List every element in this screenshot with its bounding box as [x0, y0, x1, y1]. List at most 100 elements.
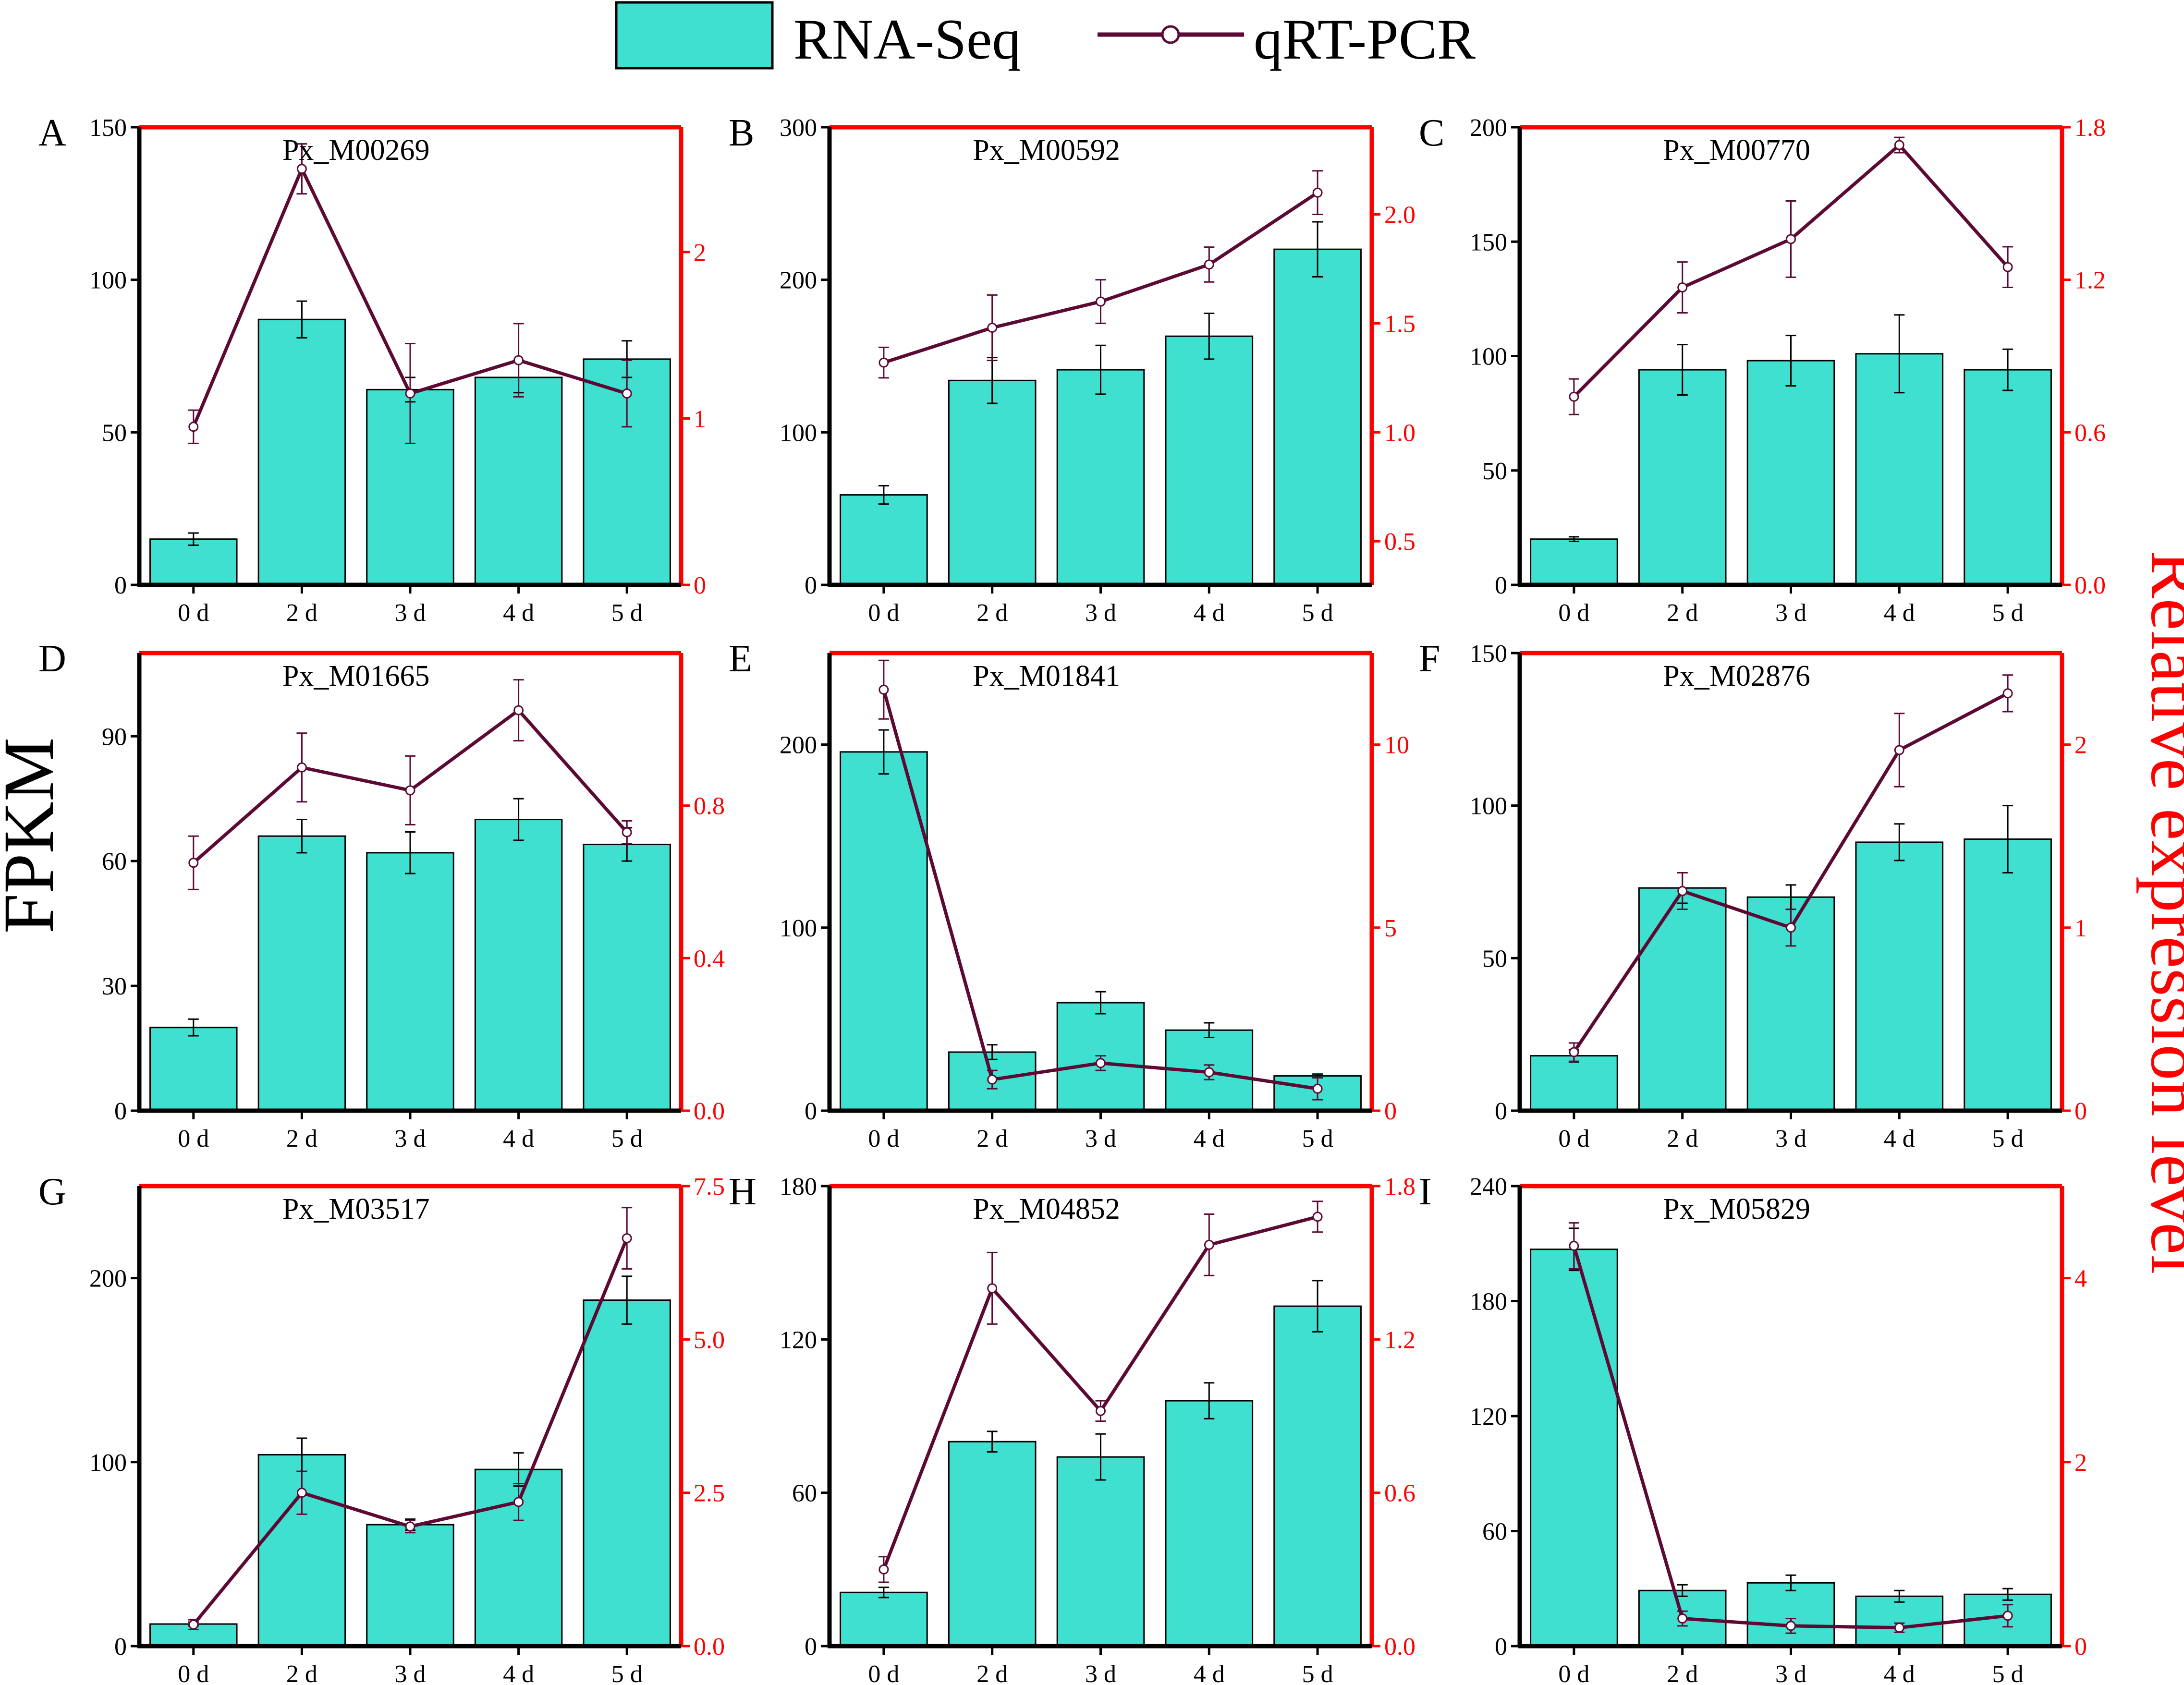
right-tick-label: 1: [694, 405, 706, 433]
x-tick-label: 5 d: [611, 1125, 643, 1152]
x-tick-label: 4 d: [1884, 1661, 1915, 1685]
left-tick-label: 300: [780, 114, 817, 142]
right-tick-label: 0.5: [1384, 528, 1415, 556]
x-tick-label: 2 d: [976, 1661, 1008, 1685]
left-tick-label: 200: [780, 732, 817, 759]
x-tick-label: 2 d: [1667, 1125, 1698, 1152]
x-tick-label: 0 d: [868, 599, 899, 627]
panel-letter: C: [1419, 112, 1444, 154]
bar-0: [1530, 1249, 1618, 1647]
line-point-4: [1312, 1212, 1323, 1222]
bar-2: [366, 852, 454, 1112]
x-tick-label: 2 d: [286, 1661, 317, 1685]
x-tick-label: 4 d: [503, 1125, 534, 1152]
left-tick-label: 0: [805, 1098, 817, 1125]
bar-3: [1855, 1595, 1944, 1647]
line-point-2: [405, 1521, 415, 1532]
left-tick-label: 50: [1482, 945, 1507, 972]
x-tick-label: 5 d: [611, 599, 643, 627]
left-tick-label: 100: [780, 915, 817, 942]
left-tick-label: 150: [1470, 640, 1507, 667]
legend-bar-swatch: [615, 1, 774, 70]
line-point-4: [622, 388, 632, 399]
panel-letter: E: [729, 638, 752, 680]
right-tick-label: 1.2: [1384, 1326, 1415, 1354]
x-tick-label: 0 d: [1558, 1125, 1589, 1152]
x-tick-label: 4 d: [503, 599, 534, 627]
line-point-3: [1894, 745, 1904, 755]
bar-0: [149, 1027, 238, 1112]
x-tick-label: 3 d: [395, 1125, 426, 1152]
line-point-1: [296, 762, 307, 773]
panel-letter: B: [729, 112, 754, 154]
line-point-2: [1786, 1621, 1796, 1631]
panel-title: Px_M01665: [282, 660, 430, 692]
line-point-2: [1096, 296, 1106, 307]
line-point-3: [513, 355, 524, 365]
left-tick-label: 90: [102, 723, 127, 751]
x-tick-label: 2 d: [1667, 1661, 1698, 1685]
x-tick-label: 2 d: [286, 1125, 317, 1152]
x-tick-label: 4 d: [1194, 1661, 1225, 1685]
right-tick-label: 1.8: [2074, 114, 2106, 142]
bar-3: [1855, 841, 1944, 1112]
bar-3: [1165, 1400, 1254, 1647]
line-point-0: [878, 684, 889, 695]
bar-4: [1273, 1305, 1362, 1647]
panel-letter: G: [38, 1171, 66, 1213]
line-point-4: [2002, 688, 2013, 699]
left-tick-label: 200: [89, 1265, 127, 1293]
x-tick-label: 3 d: [1775, 599, 1806, 627]
right-tick-label: 5.0: [694, 1326, 725, 1354]
x-tick-label: 3 d: [1775, 1125, 1806, 1152]
left-tick-label: 150: [89, 114, 127, 142]
y-left-axis-title: FPKM: [0, 738, 69, 934]
x-tick-label: 2 d: [286, 599, 317, 627]
panel-letter: H: [729, 1171, 756, 1213]
line-point-3: [513, 1497, 524, 1507]
left-tick-label: 100: [1470, 793, 1507, 820]
x-tick-label: 4 d: [1884, 599, 1915, 627]
legend-line-label: qRT-PCR: [1254, 7, 1476, 71]
left-tick-label: 0: [1495, 572, 1507, 599]
qrt-pcr-line: [1572, 1245, 2008, 1630]
panel-d: 0 30 60 90 0.0 0.4 0.8 0 d 2 d 3 d 4 d 5 d Px_M01665…: [38, 638, 725, 1152]
line-point-3: [1204, 259, 1214, 270]
bar-1: [1638, 887, 1727, 1112]
line-point-1: [987, 1283, 998, 1294]
bar-0: [1530, 1055, 1618, 1112]
panel-f: 0 50 100 150 0 1 2 0 d 2 d 3 d 4 d 5 d Px_M02876 F: [1419, 638, 2087, 1152]
x-tick-label: 5 d: [1992, 1661, 2024, 1685]
right-tick-label: 0: [694, 572, 706, 599]
panel-letter: F: [1419, 638, 1440, 680]
panel-a: 0 50 100 150 0 1 2 0 d 2 d 3 d 4 d 5 d Px_M00269 A: [38, 112, 706, 627]
x-tick-label: 3 d: [1085, 1125, 1116, 1152]
right-tick-label: 10: [1384, 732, 1409, 759]
right-tick-label: 1.0: [1384, 419, 1415, 447]
right-tick-label: 7.5: [694, 1173, 725, 1200]
x-tick-label: 4 d: [1884, 1125, 1915, 1152]
line-point-0: [878, 1564, 889, 1575]
line-point-2: [1786, 234, 1796, 244]
right-tick-label: 2: [2074, 1449, 2087, 1477]
line-point-4: [1312, 187, 1323, 198]
left-tick-label: 180: [1470, 1288, 1507, 1316]
line-point-0: [1569, 391, 1579, 402]
left-tick-label: 60: [102, 848, 127, 875]
panel-title: Px_M00770: [1663, 134, 1810, 167]
right-tick-label: 4: [2074, 1265, 2087, 1293]
bar-1: [1638, 369, 1727, 586]
panel-title: Px_M00269: [282, 134, 430, 167]
x-tick-label: 5 d: [1992, 599, 2024, 627]
bar-3: [1165, 335, 1254, 586]
line-point-3: [1204, 1239, 1214, 1250]
right-tick-label: 2.0: [1384, 202, 1415, 229]
right-tick-label: 0: [2074, 1098, 2087, 1125]
line-point-1: [1677, 282, 1688, 293]
left-tick-label: 100: [89, 267, 127, 294]
panel-letter: I: [1419, 1171, 1432, 1213]
right-tick-label: 0.0: [2074, 572, 2106, 599]
bar-3: [474, 819, 563, 1112]
